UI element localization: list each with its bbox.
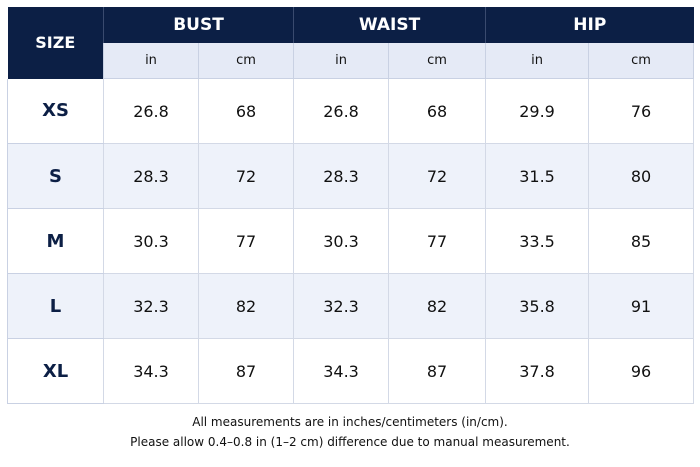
bust-in-value: 32.3 bbox=[103, 273, 199, 339]
waist-cm-value: 82 bbox=[388, 273, 486, 339]
hip-cm-value: 76 bbox=[588, 78, 695, 144]
size-label: L bbox=[7, 273, 104, 339]
bust-in-value: 28.3 bbox=[103, 143, 199, 209]
waist-cm-value: 68 bbox=[388, 78, 486, 144]
waist-group-header: WAIST bbox=[293, 7, 486, 43]
size-label: XL bbox=[7, 338, 104, 404]
table-row: S 28.3 72 28.3 72 31.5 80 bbox=[7, 143, 695, 209]
bust-cm-value: 82 bbox=[197, 273, 294, 339]
waist-cm-value: 87 bbox=[388, 338, 486, 404]
hip-in-value: 37.8 bbox=[485, 338, 589, 404]
bust-cm-header: cm bbox=[197, 43, 294, 79]
bust-cm-value: 87 bbox=[197, 338, 294, 404]
table-row: M 30.3 77 30.3 77 33.5 85 bbox=[7, 208, 695, 274]
size-label: M bbox=[7, 208, 104, 274]
hip-cm-value: 91 bbox=[588, 273, 695, 339]
hip-in-header: in bbox=[485, 43, 589, 79]
bust-group-header: BUST bbox=[102, 7, 294, 43]
waist-in-value: 28.3 bbox=[293, 143, 389, 209]
size-column-header: SIZE bbox=[7, 7, 104, 79]
waist-cm-header: cm bbox=[388, 43, 486, 79]
hip-in-value: 31.5 bbox=[485, 143, 589, 209]
bust-cm-value: 77 bbox=[197, 208, 294, 274]
bust-in-header: in bbox=[103, 43, 199, 79]
bust-cm-value: 68 bbox=[197, 78, 294, 144]
size-label: S bbox=[7, 143, 104, 209]
table-row: XS 26.8 68 26.8 68 29.9 76 bbox=[7, 78, 695, 144]
hip-group-header: HIP bbox=[485, 7, 694, 43]
unit-header-row: in cm in cm in cm bbox=[8, 43, 695, 79]
note-tolerance: Please allow 0.4–0.8 in (1–2 cm) differe… bbox=[130, 435, 570, 449]
size-chart-table: SIZE BUST WAIST HIP in cm in cm in cm XS… bbox=[7, 7, 695, 404]
waist-in-value: 34.3 bbox=[293, 338, 389, 404]
size-label: XS bbox=[7, 78, 104, 144]
table-row: XL 34.3 87 34.3 87 37.8 96 bbox=[7, 338, 695, 404]
waist-cm-value: 72 bbox=[388, 143, 486, 209]
note-units: All measurements are in inches/centimete… bbox=[192, 415, 508, 429]
bust-in-value: 30.3 bbox=[103, 208, 199, 274]
table-row: L 32.3 82 32.3 82 35.8 91 bbox=[7, 273, 695, 339]
measurement-notes: All measurements are in inches/centimete… bbox=[0, 412, 700, 452]
bust-cm-value: 72 bbox=[197, 143, 294, 209]
waist-in-value: 30.3 bbox=[293, 208, 389, 274]
waist-in-value: 32.3 bbox=[293, 273, 389, 339]
group-header-row: SIZE BUST WAIST HIP bbox=[7, 7, 694, 79]
waist-in-value: 26.8 bbox=[293, 78, 389, 144]
bust-in-value: 26.8 bbox=[103, 78, 199, 144]
waist-cm-value: 77 bbox=[388, 208, 486, 274]
hip-cm-value: 96 bbox=[588, 338, 695, 404]
bust-in-value: 34.3 bbox=[103, 338, 199, 404]
hip-cm-value: 85 bbox=[588, 208, 695, 274]
waist-in-header: in bbox=[293, 43, 389, 79]
hip-in-value: 35.8 bbox=[485, 273, 589, 339]
hip-cm-header: cm bbox=[588, 43, 695, 79]
hip-in-value: 33.5 bbox=[485, 208, 589, 274]
hip-cm-value: 80 bbox=[588, 143, 695, 209]
hip-in-value: 29.9 bbox=[485, 78, 589, 144]
